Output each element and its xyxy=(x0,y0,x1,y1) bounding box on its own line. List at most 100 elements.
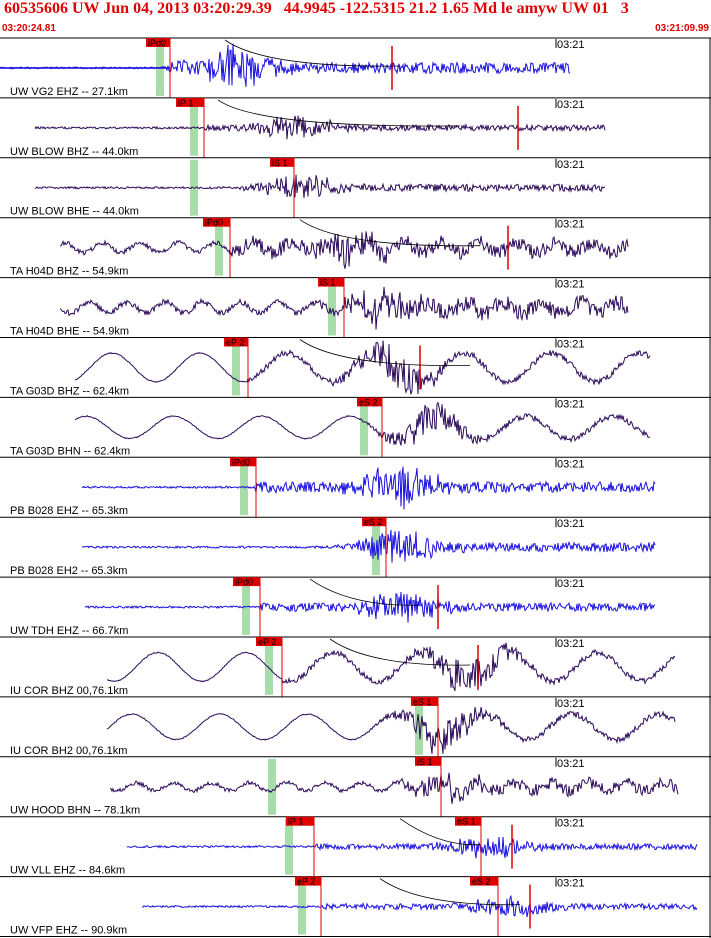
waveform-trace xyxy=(126,836,698,859)
trace-label: UW TDH EHZ -- 66.7km xyxy=(10,625,128,637)
trace-label: UW VFP EHZ -- 90.9km xyxy=(10,925,127,937)
waveform-trace xyxy=(34,174,605,199)
pick-flag xyxy=(203,217,230,227)
pick-flag xyxy=(455,816,481,826)
time-tick-label: 03:21 xyxy=(557,758,585,770)
trace-label: TA G03D BHZ -- 62.4km xyxy=(10,385,129,397)
waveform-trace xyxy=(74,340,651,395)
pick-window xyxy=(190,99,198,156)
waveform-trace xyxy=(81,466,656,510)
trace-label: PB B028 EH2 -- 65.3km xyxy=(10,565,127,577)
pick-label: eP 2 xyxy=(297,877,315,887)
duration-curve xyxy=(224,39,401,67)
trace-label: UW VG2 EHZ -- 27.1km xyxy=(10,86,128,98)
waveform-trace xyxy=(34,115,606,140)
pick-label: eP 2 xyxy=(226,338,244,348)
waveform-trace xyxy=(106,642,676,692)
pick-flag xyxy=(233,577,260,587)
pick-flag xyxy=(146,38,170,47)
pick-flag xyxy=(362,517,386,527)
waveform-trace xyxy=(81,529,656,563)
pick-label: iPd0 xyxy=(235,577,253,587)
trace-label: TA G03D BHN -- 62.4km xyxy=(10,445,130,457)
time-tick-label: 03:21 xyxy=(557,99,585,111)
duration-curve xyxy=(299,219,481,247)
pick-label: eP 2 xyxy=(258,637,276,647)
pick-label: iPd0 xyxy=(148,38,166,48)
pick-label: iPd0 xyxy=(205,218,223,228)
pick-label: eS 1 xyxy=(413,697,432,707)
pick-window xyxy=(298,878,306,935)
time-tick-label: 03:21 xyxy=(557,219,585,231)
trace-label: PB B028 EHZ -- 65.3km xyxy=(10,505,128,517)
pick-flag xyxy=(224,337,248,347)
duration-curve xyxy=(379,878,521,906)
pick-window xyxy=(265,639,273,695)
time-tick-label: 03:21 xyxy=(557,279,585,291)
trace-label: UW BLOW BHZ -- 44.0km xyxy=(10,146,138,158)
window-start-time: 03:20:24.81 xyxy=(2,23,56,34)
duration-curve xyxy=(217,99,461,127)
trace-label: UW VLL EHZ -- 84.6km xyxy=(10,865,125,877)
duration-curve xyxy=(299,339,471,367)
waveform-trace xyxy=(109,772,679,804)
title-bar: 60535606 UW Jun 04, 2013 03:20:29.39 44.… xyxy=(0,0,711,21)
waveform-trace xyxy=(74,401,650,446)
pick-flag xyxy=(295,876,321,886)
time-tick-label: 03:21 xyxy=(557,398,585,410)
pick-label: iS 1 xyxy=(320,278,336,288)
pick-window xyxy=(360,399,368,456)
trace-label: IU COR BHZ 00,76.1km xyxy=(10,685,128,697)
pick-flag xyxy=(176,97,204,107)
pick-label: eS 2 xyxy=(472,877,491,887)
trace-label: UW HOOD BHN -- 78.1km xyxy=(10,805,140,817)
duration-curve xyxy=(399,818,481,846)
pick-window xyxy=(232,339,240,396)
pick-label: eS 1 xyxy=(457,817,476,827)
pick-label: eS 2 xyxy=(364,517,383,527)
pick-label: iP 1 xyxy=(178,98,193,108)
time-tick-label: 03:21 xyxy=(557,638,585,650)
trace-label: TA H04D BHE -- 54.9km xyxy=(10,326,129,338)
pick-flag xyxy=(256,637,282,646)
pick-flag xyxy=(415,756,441,766)
pick-flag xyxy=(411,696,438,706)
trace-label: UW BLOW BHE -- 44.0km xyxy=(10,206,139,218)
pick-window xyxy=(328,279,336,336)
time-tick-label: 03:21 xyxy=(557,458,585,470)
time-tick-label: 03:21 xyxy=(557,578,585,590)
pick-window xyxy=(215,219,223,276)
pick-label: iPd0 xyxy=(232,457,250,467)
pick-flag xyxy=(357,397,382,407)
pick-label: eS 2 xyxy=(359,397,378,407)
time-tick-label: 03:21 xyxy=(557,39,585,51)
pick-flag xyxy=(230,457,256,467)
waveform-trace xyxy=(0,43,571,87)
pick-window xyxy=(285,818,293,875)
pick-label: iS 1 xyxy=(417,757,433,767)
pick-flag xyxy=(270,157,294,167)
pick-flag xyxy=(286,816,314,826)
pick-label: iP 1 xyxy=(288,817,303,827)
waveform-trace xyxy=(106,706,676,754)
time-tick-label: 03:21 xyxy=(557,878,585,890)
event-title: 60535606 UW Jun 04, 2013 03:20:29.39 44.… xyxy=(4,0,629,17)
pick-flag xyxy=(318,277,344,287)
waveform-trace xyxy=(59,231,629,269)
pick-window xyxy=(268,758,276,815)
time-tick-label: 03:21 xyxy=(557,339,585,351)
window-end-time: 03:21:09.99 xyxy=(655,23,709,34)
time-tick-label: 03:21 xyxy=(557,518,585,530)
time-tick-label: 03:21 xyxy=(557,159,585,171)
waveform-trace xyxy=(84,591,656,623)
pick-label: iS 1 xyxy=(272,158,288,168)
duration-curve xyxy=(309,578,421,606)
duration-curve xyxy=(329,638,471,666)
pick-flag xyxy=(470,876,498,886)
trace-label: TA H04D BHZ -- 54.9km xyxy=(10,266,128,278)
trace-label: IU COR BH2 00,76.1km xyxy=(10,745,127,757)
time-tick-label: 03:21 xyxy=(557,698,585,710)
waveform-trace xyxy=(142,894,698,918)
time-tick-label: 03:21 xyxy=(557,818,585,830)
